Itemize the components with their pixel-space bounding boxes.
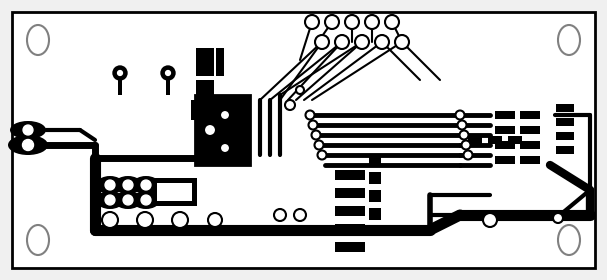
Ellipse shape [558,25,580,55]
Circle shape [311,130,320,139]
Circle shape [172,212,188,228]
Bar [152,178,197,206]
Bar [335,224,365,234]
Ellipse shape [558,225,580,255]
Circle shape [458,120,467,130]
Circle shape [553,213,563,223]
Ellipse shape [10,121,46,139]
Circle shape [464,151,472,160]
Circle shape [141,180,151,190]
Circle shape [123,180,133,190]
Ellipse shape [112,65,127,81]
Circle shape [325,15,339,29]
Ellipse shape [96,191,124,209]
Circle shape [317,151,327,160]
Circle shape [285,100,295,110]
Bar [495,111,515,119]
Bar [556,146,574,154]
Circle shape [296,86,304,94]
Ellipse shape [96,176,124,194]
Bar [520,126,540,134]
Bar [488,136,502,144]
Circle shape [308,120,317,130]
Circle shape [220,110,230,120]
Circle shape [305,15,319,29]
Bar [166,73,170,95]
Circle shape [137,212,153,228]
Circle shape [375,35,389,49]
Circle shape [305,111,314,120]
Ellipse shape [8,135,48,155]
Bar [495,126,515,134]
Ellipse shape [27,25,49,55]
Bar [556,104,574,112]
Circle shape [164,69,172,77]
Circle shape [274,209,286,221]
Circle shape [123,195,133,205]
Circle shape [355,35,369,49]
Bar [369,190,381,202]
Ellipse shape [114,176,142,194]
Circle shape [315,35,329,49]
Bar [556,132,574,140]
Bar [196,48,214,76]
Bar [118,73,122,95]
Circle shape [141,195,151,205]
Bar [157,183,192,201]
Ellipse shape [132,176,160,194]
Circle shape [102,212,118,228]
Bar [195,95,250,165]
Bar [495,156,515,164]
Circle shape [116,69,124,77]
Circle shape [385,15,399,29]
Circle shape [459,130,469,139]
Bar [335,206,365,216]
Circle shape [395,35,409,49]
Circle shape [461,141,470,150]
Bar [520,156,540,164]
Bar [216,48,224,76]
Bar [369,208,381,220]
Circle shape [208,213,222,227]
Circle shape [294,209,306,221]
Circle shape [22,139,33,151]
Bar [369,154,381,166]
Bar [495,141,515,149]
Ellipse shape [132,191,160,209]
Circle shape [220,143,230,153]
Bar [508,136,522,144]
Ellipse shape [160,65,175,81]
Circle shape [105,195,115,205]
Circle shape [455,111,464,120]
Circle shape [345,15,359,29]
Circle shape [204,124,216,136]
Circle shape [335,35,349,49]
Circle shape [365,15,379,29]
Bar [556,118,574,126]
Bar [335,242,365,252]
Circle shape [314,141,324,150]
Bar [520,111,540,119]
Bar [191,100,219,120]
Bar [369,172,381,184]
Ellipse shape [114,191,142,209]
Bar [520,141,540,149]
Bar [468,136,482,144]
Bar [335,188,365,198]
Bar [335,170,365,180]
Circle shape [105,180,115,190]
Bar [196,80,214,100]
Circle shape [23,125,33,135]
Circle shape [483,213,497,227]
Ellipse shape [27,225,49,255]
